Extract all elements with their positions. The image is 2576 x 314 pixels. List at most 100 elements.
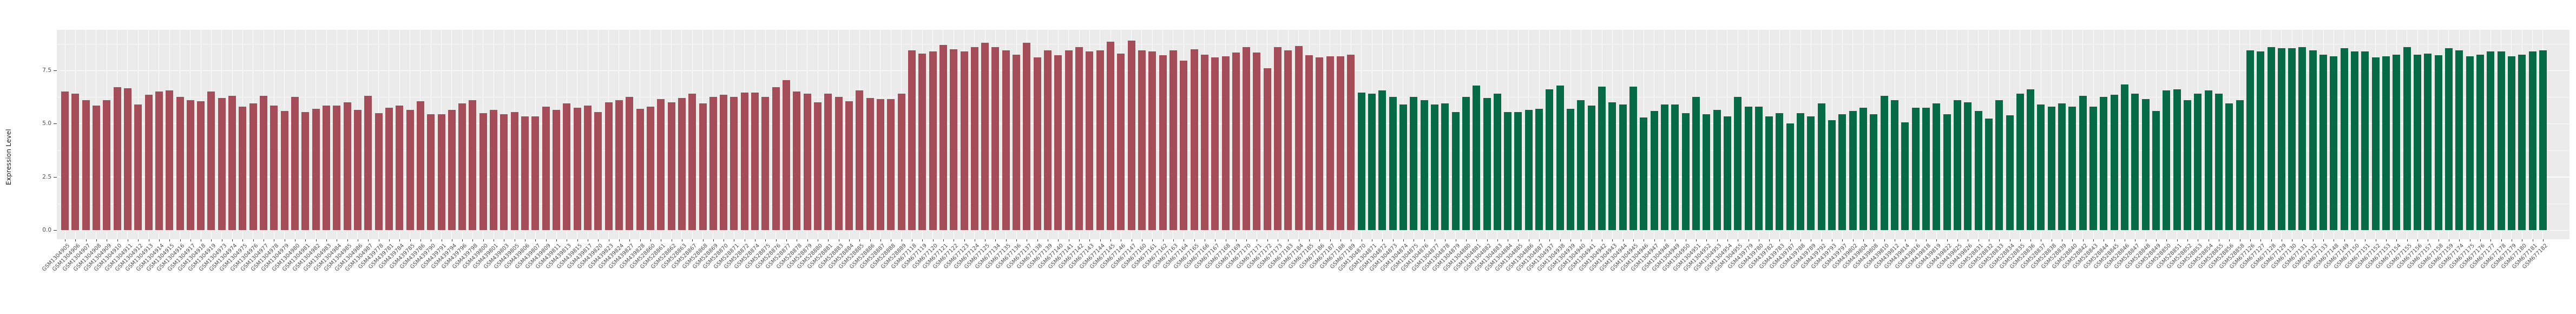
bar-GSM439811 [553, 109, 561, 230]
x-tick-mark [483, 239, 484, 241]
bar-GSM439783 [1776, 113, 1784, 230]
x-tick-mark [859, 239, 860, 241]
x-tick-mark [2542, 239, 2544, 241]
x-tick-mark [2114, 239, 2115, 241]
bar-GSM439798 [469, 100, 477, 230]
bar-GSM528884 [845, 101, 853, 230]
bar-GSM528874 [751, 93, 759, 230]
bar-GSM677140 [1054, 55, 1062, 230]
bar-GSM528847 [2131, 94, 2139, 230]
x-tick-mark [650, 239, 651, 241]
bar-GSM528850 [2163, 90, 2171, 230]
bar-GSM528876 [772, 87, 780, 230]
bar-GSM439779 [1744, 106, 1752, 230]
bar-GSM677138 [1033, 57, 1041, 230]
x-tick-mark [1246, 239, 1247, 241]
x-tick-mark [1079, 239, 1080, 241]
bar-GSM677150 [2351, 51, 2359, 230]
bar-GSM1304916 [176, 97, 184, 230]
x-tick-mark [180, 239, 181, 241]
bar-GSM1304940 [1577, 100, 1585, 230]
y-tick-label: 0.0 [42, 227, 51, 233]
bar-GSM439791 [437, 114, 445, 230]
bar-GSM677121 [939, 44, 947, 230]
x-tick-mark [138, 239, 139, 241]
bar-GSM528858 [2236, 100, 2244, 230]
x-tick-mark [472, 239, 474, 241]
x-tick-mark [640, 239, 641, 241]
x-tick-mark [1162, 239, 1164, 241]
bar-GSM439823 [604, 102, 613, 230]
bar-GSM1304946 [1640, 117, 1648, 230]
x-tick-mark [1957, 239, 1958, 241]
bar-GSM677155 [2403, 47, 2411, 230]
x-tick-mark [1779, 239, 1780, 241]
bar-GSM528887 [876, 99, 884, 230]
bar-GSM677143 [1086, 51, 1094, 230]
bar-GSM1304978 [270, 105, 278, 230]
bar-GSM677162 [1159, 55, 1167, 230]
x-tick-mark [995, 239, 996, 241]
bar-GSM439786 [416, 101, 424, 230]
bar-GSM528840 [2068, 106, 2076, 230]
bar-GSM528853 [2194, 94, 2202, 230]
x-tick-mark [2312, 239, 2314, 241]
x-tick-mark [1539, 239, 1540, 241]
x-tick-mark [2323, 239, 2324, 241]
bar-GSM1304909 [103, 100, 111, 230]
bar-GSM677157 [2424, 53, 2432, 230]
bar-GSM1304884 [1504, 112, 1512, 230]
x-tick-mark [410, 239, 411, 241]
bar-GSM1304872 [1378, 90, 1386, 230]
major-gridline [57, 176, 2570, 178]
x-tick-mark [2459, 239, 2460, 241]
bar-GSM528878 [793, 91, 801, 230]
bar-GSM677123 [960, 51, 968, 230]
bar-GSM528836 [2027, 89, 2035, 230]
bar-GSM439804 [1859, 107, 1868, 230]
bar-GSM677165 [1190, 49, 1198, 230]
bar-GSM528886 [866, 98, 874, 230]
x-tick-mark [1476, 239, 1477, 241]
x-tick-mark [399, 239, 400, 241]
bar-GSM528880 [814, 102, 822, 230]
x-tick-mark [1654, 239, 1655, 241]
x-tick-mark [1633, 239, 1634, 241]
bar-GSM528867 [688, 94, 696, 230]
x-tick-mark [702, 239, 704, 241]
bar-GSM528883 [834, 97, 843, 230]
bar-GSM1304880 [1462, 97, 1470, 230]
bar-GSM1304974 [228, 96, 236, 230]
y-tick-mark [54, 176, 57, 178]
x-tick-mark [1842, 239, 1843, 241]
bar-GSM528879 [803, 94, 811, 230]
bar-GSM1304950 [1681, 113, 1690, 230]
bar-GSM439782 [1765, 116, 1773, 230]
bar-GSM439822 [1943, 114, 1951, 230]
x-tick-mark [305, 239, 306, 241]
major-gridline [57, 70, 2570, 71]
x-tick-mark [2386, 239, 2387, 241]
x-tick-mark [1152, 239, 1153, 241]
bar-GSM677135 [1002, 50, 1010, 230]
x-tick-mark [1173, 239, 1174, 241]
bar-GSM439790 [427, 114, 435, 230]
x-tick-mark [1936, 239, 1937, 241]
bar-GSM677167 [1211, 57, 1219, 230]
bar-GSM1304871 [1368, 94, 1376, 230]
x-tick-mark [347, 239, 348, 241]
bar-GSM528854 [2204, 90, 2212, 230]
bar-GSM677125 [981, 42, 989, 230]
bar-GSM677131 [2298, 47, 2306, 230]
bar-GSM1304982 [312, 108, 320, 230]
y-tick-mark [54, 70, 57, 71]
bar-GSM528869 [709, 97, 717, 230]
x-tick-mark [2030, 239, 2032, 241]
x-tick-mark [232, 239, 233, 241]
bar-GSM677136 [1013, 54, 1021, 230]
bar-GSM677173 [1274, 47, 1282, 230]
x-tick-mark [1863, 239, 1864, 241]
bar-GSM677132 [2309, 50, 2317, 230]
bar-GSM439801 [490, 109, 498, 230]
bar-GSM528889 [897, 94, 905, 230]
